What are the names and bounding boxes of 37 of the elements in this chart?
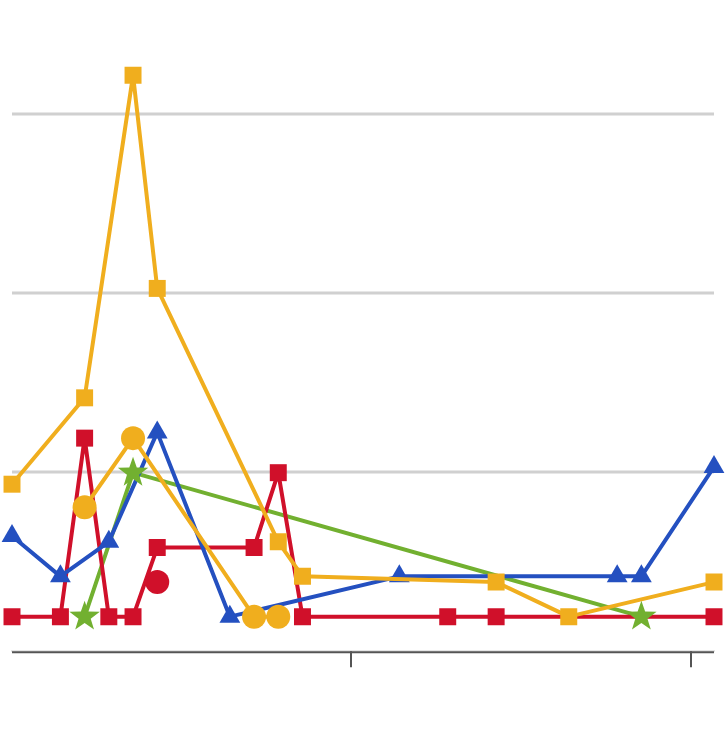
point <box>117 456 149 486</box>
point <box>3 608 21 626</box>
point <box>705 573 723 591</box>
point <box>606 564 628 583</box>
point <box>1 524 23 543</box>
point <box>98 529 120 548</box>
point <box>294 567 311 585</box>
point <box>269 464 287 482</box>
point <box>146 420 168 439</box>
point <box>69 600 100 630</box>
point <box>121 426 146 451</box>
point <box>560 608 578 626</box>
point <box>266 604 291 629</box>
point <box>100 608 118 626</box>
point <box>76 389 94 407</box>
point <box>626 600 657 630</box>
point <box>487 608 505 626</box>
point <box>148 539 166 557</box>
point <box>294 608 311 626</box>
point <box>630 564 652 583</box>
point <box>76 429 94 447</box>
point <box>124 66 142 84</box>
point <box>50 564 71 583</box>
point <box>245 539 263 557</box>
point <box>3 475 21 493</box>
point <box>487 573 505 591</box>
point <box>148 279 166 297</box>
point <box>219 604 241 623</box>
point <box>51 608 69 626</box>
point <box>145 570 170 595</box>
point <box>439 608 457 626</box>
point <box>269 533 287 551</box>
point <box>124 608 142 626</box>
point <box>72 495 97 520</box>
point <box>242 604 267 629</box>
point <box>705 608 723 626</box>
point <box>703 454 725 473</box>
